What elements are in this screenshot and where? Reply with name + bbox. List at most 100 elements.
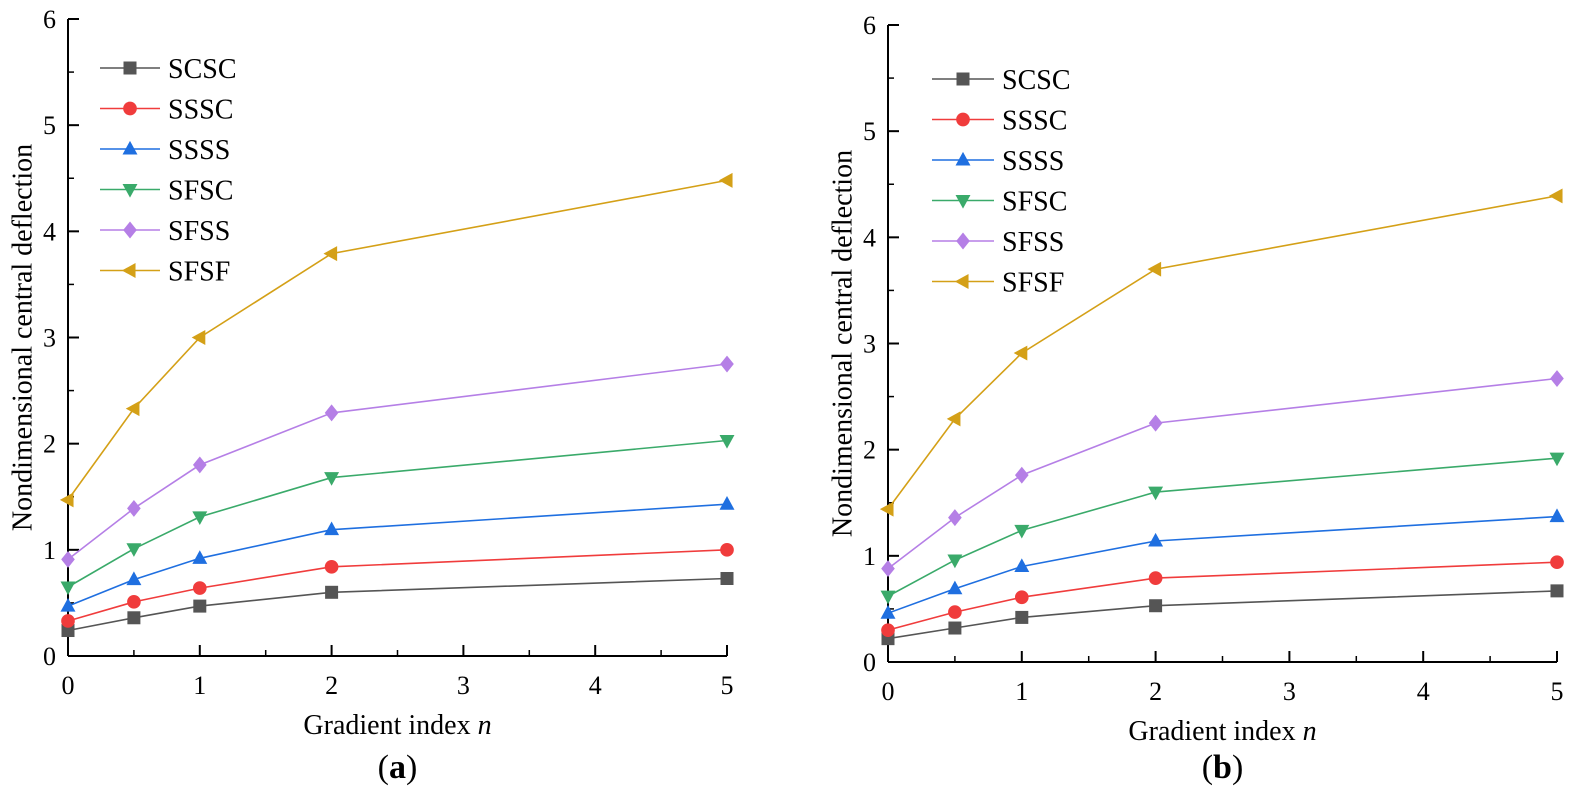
- data-point-sfsf: [879, 501, 894, 517]
- panel-label: (b): [1202, 749, 1244, 786]
- legend-label-sfsc: SFSC: [1002, 187, 1067, 218]
- series-line-sssc: [67, 549, 728, 622]
- data-point-sfsf: [1013, 345, 1028, 361]
- y-tick-label: 0: [43, 642, 56, 671]
- series-line-ssss: [67, 503, 728, 607]
- data-point-sfss: [720, 355, 734, 373]
- y-tick-label: 6: [863, 11, 876, 40]
- series-line-sfsf: [67, 179, 728, 501]
- data-point-sfsc: [880, 590, 896, 605]
- data-point-ssss: [192, 550, 208, 564]
- data-point-sfsf: [718, 172, 733, 188]
- legend-label-sfsf: SFSF: [1002, 268, 1064, 299]
- data-point-sssc: [1148, 571, 1163, 585]
- y-tick-label: 3: [863, 330, 876, 359]
- legend-label-sssc: SSSC: [168, 95, 233, 126]
- legend-label-sfsf: SFSF: [168, 257, 230, 288]
- data-point-sfsf: [1548, 188, 1563, 204]
- legend-label-sfss: SFSS: [168, 216, 230, 247]
- series-line-sfsf: [887, 195, 1558, 510]
- x-tick-label: 5: [721, 671, 734, 700]
- data-point-scsc: [1015, 610, 1029, 624]
- x-tick-label: 5: [1551, 677, 1564, 706]
- data-point-sfss: [1014, 466, 1029, 484]
- data-point-sfsc: [192, 511, 208, 526]
- legend-marker: [955, 194, 971, 209]
- data-point-sfsf: [323, 246, 338, 262]
- data-point-sssc: [720, 543, 734, 557]
- data-point-ssss: [126, 571, 142, 586]
- legend-label-ssss: SSSS: [1002, 146, 1064, 177]
- legend-marker: [123, 61, 137, 75]
- y-tick-label: 3: [43, 324, 56, 353]
- y-axis-title: Nondimensional central deflection: [827, 150, 858, 537]
- y-tick-label: 4: [863, 223, 876, 252]
- data-point-sfsf: [59, 492, 74, 508]
- data-point-sfsc: [1148, 486, 1164, 501]
- x-tick-label: 1: [193, 671, 206, 700]
- series-line-sfss: [887, 377, 1558, 570]
- x-tick-label: 0: [882, 677, 895, 706]
- data-point-sfsc: [324, 472, 340, 486]
- y-tick-label: 5: [863, 117, 876, 146]
- data-point-sfss: [324, 404, 339, 422]
- data-point-sfss: [61, 550, 75, 568]
- x-tick-label: 2: [1149, 677, 1162, 706]
- x-tick-label: 0: [62, 671, 75, 700]
- legend-label-scsc: SCSC: [1002, 65, 1071, 96]
- data-point-scsc: [948, 621, 962, 635]
- data-point-scsc: [61, 624, 75, 638]
- data-point-ssss: [324, 521, 340, 536]
- legend-marker: [123, 101, 137, 116]
- legend-marker: [123, 221, 137, 239]
- chart-panel-b: 0 1 2 3 4 5 0 1 2 3 4 5 6 Gradient index n Nondimensio…: [827, 11, 1565, 786]
- y-tick-label: 1: [43, 536, 56, 565]
- legend-label-sssc: SSSC: [1002, 106, 1067, 137]
- series-line-ssss: [887, 515, 1558, 614]
- x-tick-label: 2: [325, 671, 338, 700]
- legend-marker: [122, 183, 138, 198]
- y-tick-label: 0: [863, 648, 876, 677]
- data-point-ssss: [1148, 532, 1164, 547]
- data-point-sssc: [948, 605, 962, 619]
- legend-marker: [121, 263, 136, 278]
- legend-label-ssss: SSSS: [168, 135, 230, 166]
- data-point-sssc: [127, 595, 141, 609]
- x-axis-title: Gradient index n: [303, 710, 491, 741]
- data-point-scsc: [193, 599, 207, 613]
- data-point-sfss: [881, 560, 895, 578]
- panel-label: (a): [378, 749, 418, 786]
- y-tick-label: 1: [863, 542, 876, 571]
- data-point-ssss: [947, 580, 963, 595]
- legend-label-scsc: SCSC: [168, 54, 237, 85]
- x-tick-label: 3: [457, 671, 470, 700]
- data-point-sssc: [1014, 590, 1029, 605]
- series-line-sfsc: [67, 439, 728, 588]
- data-point-scsc: [325, 585, 339, 599]
- data-point-sssc: [1550, 555, 1564, 570]
- data-point-ssss: [880, 605, 896, 619]
- legend-marker: [956, 232, 970, 250]
- data-point-scsc: [1149, 599, 1163, 613]
- y-tick-label: 4: [43, 217, 56, 246]
- chart-panel-a: 0 1 2 3 4 5 0 1 2 3 4 5 6 Gradient index n Nondimensio…: [7, 5, 735, 786]
- series-line-scsc: [887, 590, 1558, 640]
- data-point-sfsf: [125, 401, 140, 417]
- data-point-scsc: [127, 611, 141, 625]
- data-point-ssss: [60, 597, 76, 612]
- data-point-sfsf: [1147, 261, 1162, 277]
- data-point-sfss: [1148, 414, 1163, 432]
- legend-marker: [956, 112, 970, 127]
- y-tick-label: 2: [43, 430, 56, 459]
- data-point-sfss: [127, 499, 141, 517]
- y-tick-label: 5: [43, 111, 56, 140]
- series-line-sssc: [887, 561, 1558, 631]
- data-point-sssc: [61, 614, 75, 628]
- legend: SCSC SSSC SSSS SFSC SFSS SFSF: [100, 54, 237, 288]
- data-point-ssss: [1549, 508, 1565, 523]
- legend-marker: [954, 274, 969, 289]
- x-axis-title: Gradient index n: [1128, 716, 1316, 747]
- data-point-sssc: [881, 623, 895, 637]
- legend-marker: [955, 151, 971, 166]
- series-line-scsc: [67, 577, 728, 632]
